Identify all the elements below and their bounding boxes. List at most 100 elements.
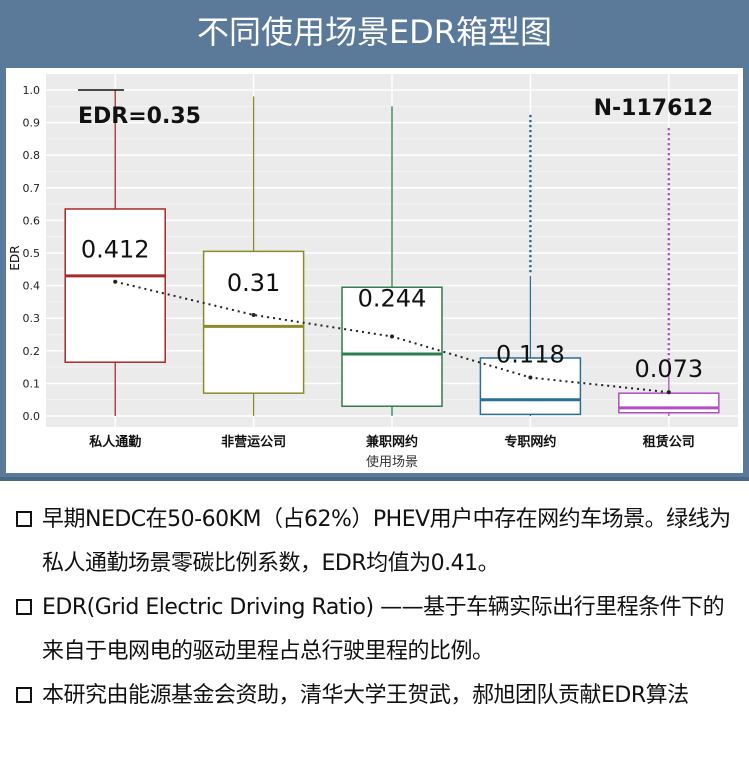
outlier-point (667, 202, 671, 206)
y-tick-label: 0.6 (23, 214, 41, 227)
outlier-point (667, 312, 671, 316)
outlier-point (667, 297, 671, 301)
outlier-point (667, 277, 671, 281)
outlier-point (529, 149, 532, 153)
outlier-point (529, 164, 532, 168)
outlier-point (667, 267, 671, 271)
outlier-point (667, 262, 671, 266)
outlier-point (529, 189, 532, 193)
outlier-point (667, 317, 671, 321)
mean-value-label: 0.118 (496, 341, 565, 369)
outlier-point (667, 342, 671, 346)
note-item: 早期NEDC在50-60KM（占62%）PHEV用户中存在网约车场景。绿线为私人… (14, 498, 739, 586)
outlier-point (529, 244, 532, 248)
box-plot-chart: 0.0 0.1 0.2 0.3 0.4 0.5 0.6 0.7 0.8 0.9 1.0 EDR 使用场景… (8, 74, 738, 470)
outlier-point (667, 237, 671, 241)
note-text: 早期NEDC在50-60KM（占62%）PHEV用户中存在网约车场景。绿线为私人… (42, 507, 731, 576)
outlier-point (529, 154, 532, 158)
outlier-point (667, 227, 671, 231)
chart-container: 0.0 0.1 0.2 0.3 0.4 0.5 0.6 0.7 0.8 0.9 1.0 EDR 使用场景… (6, 68, 743, 473)
outlier-point (667, 147, 671, 151)
outlier-point (667, 327, 671, 331)
outlier-point (529, 194, 532, 198)
y-tick-label: 0.9 (23, 117, 41, 130)
outlier-point (529, 179, 532, 183)
outlier-point (667, 177, 671, 181)
outlier-point (529, 199, 532, 203)
mean-value-label: 0.412 (81, 236, 150, 264)
mean-point (528, 375, 533, 380)
outlier-point (529, 174, 532, 178)
y-tick-label: 0.3 (23, 312, 41, 325)
outlier-point (667, 242, 671, 246)
x-tick-label: 专职网约 (504, 434, 556, 450)
mean-point (666, 390, 671, 395)
outlier-point (667, 302, 671, 306)
outlier-point (667, 217, 671, 221)
outlier-point (667, 142, 671, 146)
outlier-point (667, 292, 671, 296)
checkbox-bullet-icon (16, 511, 32, 527)
outlier-point (667, 357, 671, 361)
outlier-point (667, 287, 671, 291)
mean-value-label: 0.31 (227, 269, 280, 297)
note-item: EDR(Grid Electric Driving Ratio) ——基于车辆实… (14, 586, 739, 674)
outlier-point (667, 187, 671, 191)
outlier-point (667, 182, 671, 186)
outlier-point (529, 204, 532, 208)
edr-annotation: EDR=0.35 (78, 104, 201, 129)
notes-list: 早期NEDC在50-60KM（占62%）PHEV用户中存在网约车场景。绿线为私人… (14, 498, 739, 718)
outlier-point (529, 159, 532, 163)
outlier-point (667, 352, 671, 356)
y-tick-label: 0.5 (23, 247, 41, 260)
outlier-point (667, 222, 671, 226)
x-tick-label: 私人通勤 (89, 434, 141, 450)
mean-value-label: 0.244 (358, 284, 427, 312)
y-tick-label: 0.8 (23, 149, 41, 162)
outlier-point (529, 259, 532, 263)
outlier-point (529, 254, 532, 258)
outlier-point (667, 252, 671, 256)
x-tick-label: 租赁公司 (643, 434, 695, 450)
outlier-point (667, 132, 671, 136)
box-body (64, 208, 166, 363)
outlier-point (667, 322, 671, 326)
note-item: 本研究由能源基金会资助，清华大学王贺武，郝旭团队贡献EDR算法 (14, 674, 739, 718)
x-tick-label: 兼职网约 (366, 434, 418, 450)
mean-point (113, 279, 118, 284)
outlier-point (667, 307, 671, 311)
header-panel: 不同使用场景EDR箱型图 0.0 0.1 0.2 0.3 0.4 0.5 0.6 0.7 0.8… (0, 0, 749, 481)
checkbox-bullet-icon (16, 599, 32, 615)
outlier-point (529, 249, 532, 253)
outlier-point (667, 347, 671, 351)
box-body (341, 286, 443, 407)
outlier-point (667, 332, 671, 336)
outlier-point (529, 209, 532, 213)
y-tick-label: 0.0 (23, 410, 41, 423)
y-tick-label: 0.7 (23, 182, 41, 195)
outlier-point (529, 119, 532, 123)
mean-value-label: 0.073 (634, 355, 703, 383)
outlier-point (529, 134, 532, 138)
outlier-point (667, 247, 671, 251)
y-axis-label: EDR (8, 245, 22, 270)
outlier-point (529, 214, 532, 218)
outlier-point (667, 212, 671, 216)
outlier-point (667, 137, 671, 141)
checkbox-bullet-icon (16, 687, 32, 703)
note-text: EDR(Grid Electric Driving Ratio) ——基于车辆实… (42, 595, 725, 664)
outlier-point (529, 234, 532, 238)
outlier-point (529, 129, 532, 133)
outlier-point (667, 152, 671, 156)
y-tick-label: 0.1 (23, 377, 41, 390)
outlier-point (667, 192, 671, 196)
outlier-point (529, 224, 532, 228)
outlier-point (667, 282, 671, 286)
y-tick-label: 0.4 (23, 280, 41, 293)
x-axis-label: 使用场景 (366, 454, 418, 470)
outlier-point (529, 184, 532, 188)
y-tick-label: 1.0 (23, 84, 41, 97)
note-text: 本研究由能源基金会资助，清华大学王贺武，郝旭团队贡献EDR算法 (42, 683, 689, 708)
outlier-point (529, 114, 532, 118)
outlier-point (529, 139, 532, 143)
